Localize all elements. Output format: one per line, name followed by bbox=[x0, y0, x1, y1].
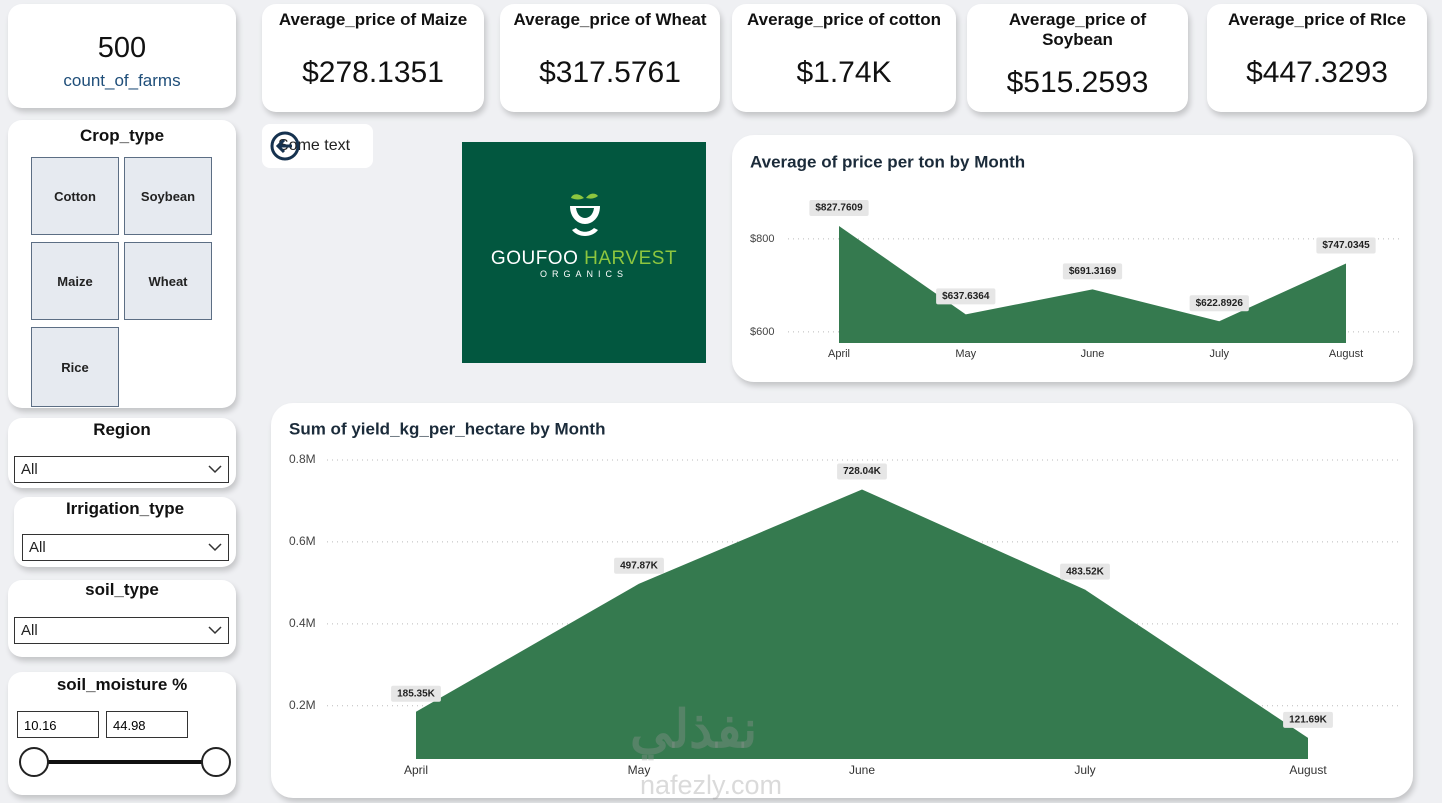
price-card: Average_price of RIce $447.3293 bbox=[1207, 4, 1427, 112]
slicer-title: soil_moisture % bbox=[56, 675, 188, 694]
slicer-title: Crop_type bbox=[79, 126, 165, 145]
y-tick-label: 0.6M bbox=[289, 534, 316, 548]
card-value: $515.2593 bbox=[1006, 66, 1149, 99]
card-title: Average_price of Maize bbox=[278, 10, 468, 29]
chart-title: Sum of yield_kg_per_hectare by Month bbox=[289, 419, 605, 438]
data-label: $691.3169 bbox=[1069, 266, 1117, 277]
y-tick-label: $800 bbox=[750, 233, 774, 245]
count-value: 500 bbox=[97, 32, 147, 64]
logo-word: HARVEST bbox=[584, 248, 678, 269]
card-value: $278.1351 bbox=[302, 56, 444, 89]
watermark-arabic: نفذلي bbox=[630, 701, 758, 759]
x-tick-label: June bbox=[849, 763, 875, 777]
count-label: count_of_farms bbox=[63, 71, 181, 90]
data-label-box bbox=[1283, 711, 1333, 728]
card-title: Average_price of Soybean bbox=[1008, 10, 1147, 49]
y-tick-label: $600 bbox=[750, 326, 774, 338]
region-slicer: Region All bbox=[8, 418, 236, 488]
chevron bbox=[208, 465, 222, 474]
data-label-box bbox=[1316, 237, 1376, 254]
x-tick-label: April bbox=[404, 763, 428, 777]
data-label: 121.69K bbox=[1289, 714, 1328, 725]
slicer-title: Irrigation_type bbox=[65, 499, 185, 518]
dropdown-value: All bbox=[21, 461, 38, 478]
data-label-box bbox=[391, 685, 441, 702]
range-max[interactable]: 44.98 bbox=[106, 711, 188, 738]
watermark-latin: nafezly.com bbox=[640, 770, 783, 800]
card-value: $317.5761 bbox=[539, 56, 681, 89]
dropdown[interactable]: All bbox=[22, 534, 229, 561]
crop-tile[interactable]: Maize bbox=[31, 242, 119, 320]
logo-name: GOUFOO HARVEST bbox=[462, 248, 706, 270]
data-label: $747.0345 bbox=[1322, 240, 1370, 251]
back-icon bbox=[270, 131, 300, 161]
count-card: 500 count_of_farms bbox=[8, 4, 236, 108]
logo-tagline: ORGANICS bbox=[539, 269, 628, 279]
data-label-box bbox=[809, 199, 869, 216]
logo-word: GOUFOO bbox=[490, 248, 579, 269]
data-label-box bbox=[1062, 263, 1123, 280]
y-tick-label: 0.8M bbox=[289, 452, 316, 466]
dropdown-value: All bbox=[29, 539, 46, 556]
card-title: Average_price of cotton bbox=[747, 10, 941, 29]
price-card: Average_price of cotton $1.74K bbox=[732, 4, 956, 112]
y-tick-label: 0.4M bbox=[289, 616, 316, 630]
button[interactable]: Some text bbox=[262, 124, 373, 168]
x-tick-label: June bbox=[1081, 348, 1105, 360]
crop-tile[interactable]: Rice bbox=[31, 327, 119, 407]
data-label: $622.8926 bbox=[1196, 298, 1244, 309]
area bbox=[839, 225, 1346, 343]
dropdown[interactable]: All bbox=[14, 617, 229, 644]
crop-tile[interactable]: Soybean bbox=[124, 157, 212, 235]
x-tick-label: August bbox=[1329, 348, 1363, 360]
x-tick-label: July bbox=[1209, 348, 1229, 360]
dropdown[interactable]: All bbox=[14, 456, 229, 483]
chevron bbox=[208, 626, 222, 635]
x-tick-label: July bbox=[1074, 763, 1095, 777]
logo: GOUFOO HARVEST ORGANICS bbox=[462, 142, 706, 363]
logo-icon bbox=[570, 193, 600, 236]
crop-tile[interactable]: Wheat bbox=[124, 242, 212, 320]
area bbox=[416, 489, 1308, 759]
data-label: 185.35K bbox=[397, 688, 436, 699]
card-value: $447.3293 bbox=[1246, 56, 1388, 89]
chart-title: Average of price per ton by Month bbox=[750, 152, 1025, 171]
data-label-box bbox=[1189, 295, 1249, 312]
irrigation-slicer: Irrigation_type All bbox=[14, 497, 236, 567]
data-label-box bbox=[936, 288, 996, 305]
card-value: $1.74K bbox=[796, 56, 892, 89]
data-label-box bbox=[614, 557, 664, 574]
x-tick-label: May bbox=[628, 763, 651, 777]
price-card: Average_price of Maize $278.1351 bbox=[262, 4, 484, 112]
y-tick-label: 0.2M bbox=[289, 698, 316, 712]
data-label: 497.87K bbox=[620, 560, 659, 571]
dropdown-value: All bbox=[21, 622, 38, 639]
chevron bbox=[208, 543, 222, 552]
x-tick-label: April bbox=[828, 348, 850, 360]
data-label: $827.7609 bbox=[815, 203, 863, 214]
soil-slicer: soil_type All bbox=[8, 580, 236, 657]
data-label: 728.04K bbox=[843, 466, 882, 477]
x-tick-label: August bbox=[1289, 763, 1327, 777]
crop-tile[interactable]: Cotton bbox=[31, 157, 119, 235]
card-title: Average_price of Wheat bbox=[513, 10, 707, 29]
data-label-box bbox=[1060, 563, 1110, 580]
price-card: Average_price of Wheat $317.5761 bbox=[500, 4, 720, 112]
x-tick-label: May bbox=[955, 348, 976, 360]
price-card: Average_price of Soybean $515.2593 bbox=[967, 4, 1188, 112]
data-label: 483.52K bbox=[1066, 566, 1105, 577]
slicer-title: Region bbox=[93, 420, 151, 439]
slicer-title: soil_type bbox=[85, 580, 159, 599]
range-min[interactable]: 10.16 bbox=[17, 711, 99, 738]
range-slider[interactable] bbox=[16, 744, 236, 780]
data-label: $637.6364 bbox=[942, 291, 990, 302]
data-label-box bbox=[837, 463, 887, 480]
card-title: Average_price of RIce bbox=[1228, 10, 1406, 29]
